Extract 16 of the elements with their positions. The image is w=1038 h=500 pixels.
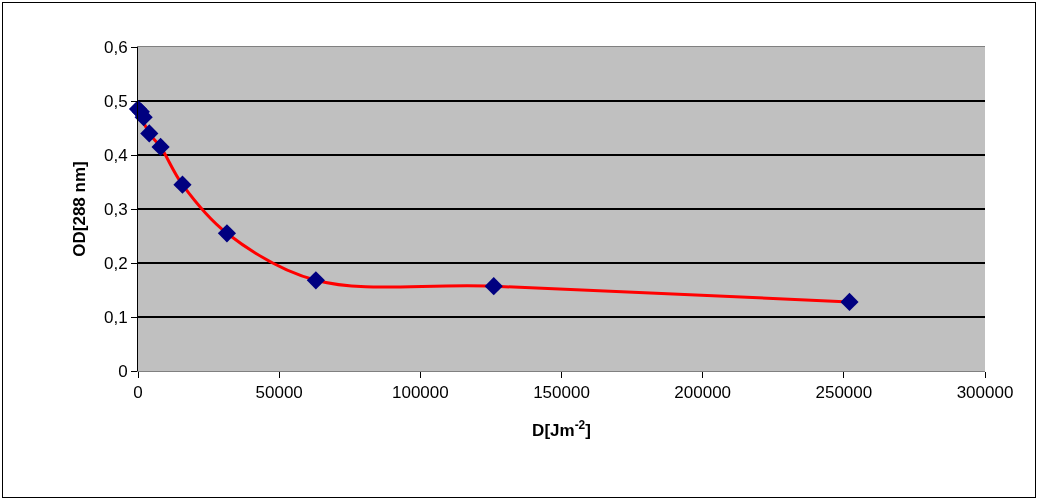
x-tick-label: 50000 <box>255 383 303 403</box>
y-tick-label: 0,2 <box>103 253 128 273</box>
y-tick-label: 0,4 <box>103 145 128 165</box>
x-axis-title: D[Jm$^{-2}$] <box>532 417 591 440</box>
y-axis-title: OD[288 nm] <box>69 161 89 257</box>
y-tick-label: 0,3 <box>103 199 128 219</box>
y-tick-label: 0 <box>118 361 128 381</box>
x-tick-label: 300000 <box>956 383 1014 403</box>
x-tick-label: 200000 <box>674 383 732 403</box>
y-tick-label: 0,1 <box>103 307 128 327</box>
y-tick-label: 0,5 <box>103 91 128 111</box>
y-tick-label: 0,6 <box>103 37 128 57</box>
x-tick-label: 150000 <box>533 383 590 403</box>
x-tick-label: 0 <box>133 383 143 403</box>
x-tick-label: 100000 <box>391 383 449 403</box>
x-tick-label: 250000 <box>815 383 873 403</box>
